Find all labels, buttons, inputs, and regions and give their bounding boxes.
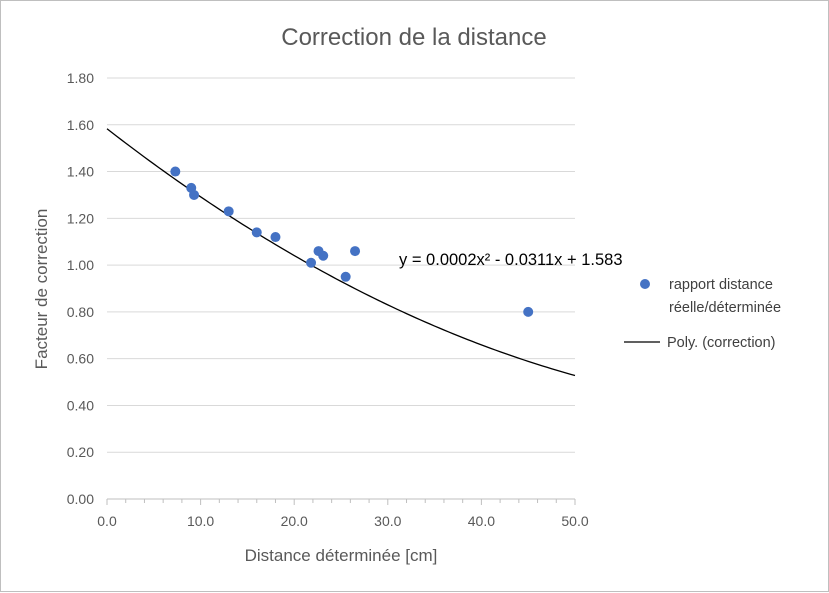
x-tick-label: 20.0 xyxy=(281,513,308,529)
data-point xyxy=(306,257,317,268)
data-point xyxy=(318,250,329,261)
x-tick-label: 40.0 xyxy=(468,513,495,529)
legend-marker-scatter xyxy=(640,279,650,289)
y-tick-label: 0.20 xyxy=(67,444,94,460)
x-axis-title: Distance déterminée [cm] xyxy=(245,546,438,565)
data-point xyxy=(523,306,534,317)
x-tick-label: 50.0 xyxy=(561,513,588,529)
data-point xyxy=(340,271,351,282)
data-point xyxy=(350,246,361,257)
y-tick-label: 0.00 xyxy=(67,491,94,507)
y-tick-label: 1.60 xyxy=(67,117,94,133)
y-tick-label: 1.80 xyxy=(67,70,94,86)
y-tick-label: 1.40 xyxy=(67,164,94,180)
data-point xyxy=(270,232,281,243)
trendline-curve xyxy=(106,128,576,377)
x-tick-label: 30.0 xyxy=(374,513,401,529)
trendline-equation: y = 0.0002x² - 0.0311x + 1.583 xyxy=(399,251,623,269)
axes xyxy=(106,498,576,505)
x-tick-label: 10.0 xyxy=(187,513,214,529)
y-tick-label: 0.40 xyxy=(67,397,94,413)
y-tick-label: 0.60 xyxy=(67,351,94,367)
data-point xyxy=(251,227,262,238)
y-tick-label: 1.00 xyxy=(67,257,94,273)
legend: rapport distance réelle/déterminée Poly.… xyxy=(624,277,781,351)
legend-label-trendline: Poly. (correction) xyxy=(667,335,776,351)
data-point xyxy=(223,206,234,217)
data-point xyxy=(189,189,200,200)
gridlines xyxy=(107,77,575,453)
data-point xyxy=(170,166,181,177)
legend-label-scatter-line2: réelle/déterminée xyxy=(669,300,781,316)
y-tick-label: 0.80 xyxy=(67,304,94,320)
x-tick-label: 0.0 xyxy=(97,513,117,529)
trendline-group xyxy=(106,128,576,377)
y-tick-labels: 0.00 0.20 0.40 0.60 0.80 1.00 1.20 1.40 1.60 1.80 xyxy=(67,70,94,507)
x-tick-labels: 0.0 10.0 20.0 30.0 40.0 50.0 xyxy=(97,513,589,529)
chart-title: Correction de la distance xyxy=(281,24,546,51)
y-tick-label: 1.20 xyxy=(67,210,94,226)
data-points xyxy=(170,166,534,317)
y-axis-title: Facteur de correction xyxy=(32,209,51,370)
legend-label-scatter-line1: rapport distance xyxy=(669,277,773,293)
